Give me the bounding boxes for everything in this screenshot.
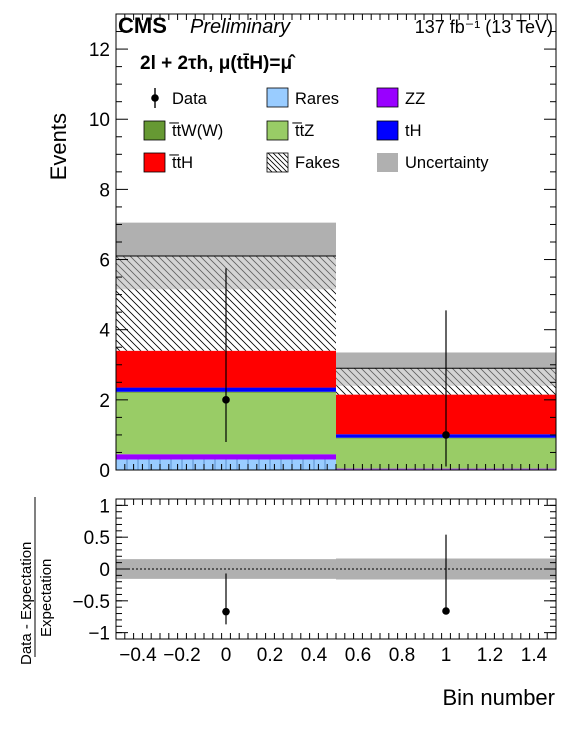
x-tick-label: 0.2: [257, 645, 283, 666]
legend-label-zz: ZZ: [405, 90, 425, 108]
status-label: Preliminary: [190, 16, 291, 38]
legend-marker-data: [151, 94, 159, 102]
legend-label-uncertainty: Uncertainty: [405, 154, 489, 172]
legend-swatch-fakes: [266, 152, 289, 173]
x-tick-label: 0: [221, 645, 232, 666]
y-tick-label: 6: [99, 251, 110, 272]
x-tick-label: −0.4: [119, 645, 157, 666]
x-tick-label: 0.6: [345, 645, 371, 666]
y-tick-label: 0: [99, 461, 110, 482]
y-tick-label: 12: [89, 40, 110, 61]
legend-entry-th: tH: [376, 120, 422, 141]
ratio-y-axis-title: Data - Expectation Expectation: [18, 497, 55, 665]
ratio-y-tick-label: −1: [88, 624, 110, 645]
legend-swatch-rares: [266, 87, 289, 108]
ratio-y-tick-label: 0.5: [84, 528, 110, 549]
x-tick-label: −0.2: [163, 645, 201, 666]
data-point-0: [222, 396, 230, 404]
legend-entry-data: Data: [151, 88, 208, 108]
x-tick-label: 1: [441, 645, 452, 666]
x-axis-title: Bin number: [442, 685, 555, 710]
legend-swatch-uncertainty: [377, 153, 398, 172]
x-tick-label: 0.4: [301, 645, 328, 666]
legend-entry-ttww: t̅tW(W): [143, 120, 223, 141]
x-tick-label: 1.4: [521, 645, 548, 666]
legend-entry-tth: t̅tH: [143, 152, 193, 173]
ratio-point-1: [442, 607, 450, 615]
legend-label-data: Data: [172, 90, 208, 108]
y-axis-title: Events: [46, 113, 71, 180]
legend-label-rares: Rares: [295, 90, 339, 108]
ratio-y-tick-label: 1: [99, 496, 110, 517]
lumi-label: 137 fb⁻¹ (13 TeV): [415, 17, 553, 37]
legend-swatch-zz: [376, 87, 399, 108]
legend: Data Rares ZZ t̅tW(W) t̅tZ tH t̅tH: [143, 87, 489, 173]
y-tick-label: 10: [89, 110, 110, 131]
experiment-label: CMS: [118, 13, 167, 38]
bar-zz-bin-0: [116, 454, 336, 460]
top-panel: 0 2 4 6 8 10 12: [89, 13, 557, 482]
top-panel-frame: [115, 13, 557, 471]
bar-zz-bin-1: [336, 468, 556, 470]
ratio-y-tick-label: −0.5: [72, 592, 110, 613]
legend-entry-ttz: t̅tZ: [266, 120, 314, 141]
legend-label-th: tH: [405, 122, 422, 140]
legend-swatch-ttww: [143, 120, 166, 141]
legend-entry-zz: ZZ: [376, 87, 425, 108]
x-tick-label: 0.8: [389, 645, 415, 666]
y-tick-label: 2: [99, 391, 110, 412]
legend-swatch-ttz: [266, 120, 289, 141]
legend-label-ttz: t̅tZ: [292, 122, 314, 140]
ratio-point-0: [222, 607, 230, 616]
legend-entry-uncertainty: Uncertainty: [377, 153, 489, 172]
legend-swatch-tth: [143, 152, 166, 173]
legend-label-fakes: Fakes: [295, 154, 340, 172]
legend-swatch-th: [376, 120, 399, 141]
data-point-1: [442, 431, 450, 439]
legend-label-tth: t̅tH: [169, 154, 193, 172]
category-label: 2l + 2τh, μ(tt̄H)=μ̂: [140, 53, 296, 74]
legend-entry-rares: Rares: [266, 87, 339, 108]
y-tick-label: 8: [99, 180, 110, 201]
ratio-panel-frame: [115, 498, 557, 640]
legend-label-ttww: t̅tW(W): [169, 122, 223, 140]
ratio-y-tick-label: 0: [99, 560, 110, 581]
ratio-y-title-denominator: Expectation: [38, 559, 55, 637]
x-tick-label: 1.2: [477, 645, 503, 666]
y-tick-label: 4: [99, 321, 110, 342]
legend-entry-fakes: Fakes: [266, 152, 340, 173]
ratio-panel: 1 0.5 0 −0.5 −1 −0.4 −0.2 0 0.2 0.4 0.6 0.8 1 1.2 1.4: [72, 496, 557, 666]
ratio-y-title-numerator: Data - Expectation: [18, 542, 35, 665]
